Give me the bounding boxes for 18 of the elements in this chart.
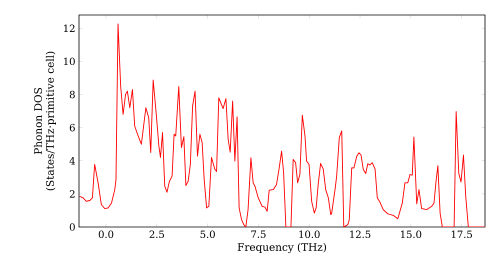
x-tick-label: 10.0	[299, 230, 320, 238]
x-axis-title: Frequency (THz)	[238, 242, 326, 254]
y-axis-title: Phonon DOS (States/THz·primitive cell)	[34, 52, 56, 190]
y-tick-label: 6	[70, 124, 75, 132]
x-tick-label: 15.0	[400, 230, 422, 238]
x-tick-label: 7.5	[251, 230, 266, 238]
x-tick-label: 2.5	[150, 230, 164, 238]
y-tick-label: 4	[69, 157, 75, 164]
y-tick-label: 12	[64, 24, 74, 32]
line-series	[79, 23, 486, 227]
y-tick-label: 2	[70, 190, 74, 198]
x-tick-label: 17.5	[452, 230, 472, 238]
y-tick-label: 8	[70, 90, 75, 98]
y-tick-label: 10	[64, 58, 75, 66]
x-tick-label: 12.5	[350, 230, 370, 238]
y-tick-label: 0	[70, 223, 75, 231]
x-tick-label: 0.0	[98, 230, 114, 238]
x-tick-label: 5.0	[200, 230, 215, 238]
